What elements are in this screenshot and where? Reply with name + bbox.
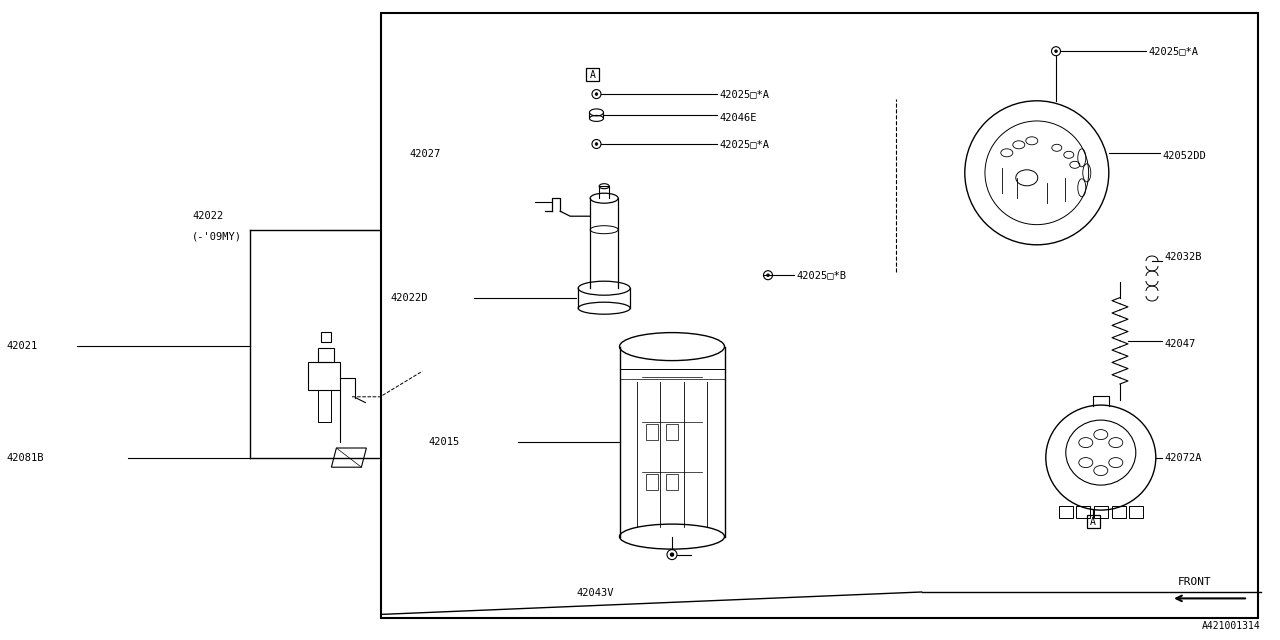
- Circle shape: [1055, 50, 1057, 52]
- Bar: [666, 474, 678, 490]
- Bar: [1059, 506, 1073, 518]
- Bar: [319, 348, 334, 362]
- Text: (-'09MY): (-'09MY): [192, 232, 242, 242]
- Circle shape: [595, 93, 598, 95]
- Text: 42025□*A: 42025□*A: [719, 139, 769, 149]
- Bar: [321, 332, 332, 342]
- Bar: [666, 424, 678, 440]
- Text: 42072A: 42072A: [1165, 452, 1202, 463]
- Circle shape: [595, 143, 598, 145]
- Bar: [1129, 506, 1143, 518]
- Text: 42025□*A: 42025□*A: [1148, 46, 1198, 56]
- Text: 42022: 42022: [192, 211, 223, 221]
- Text: 42047: 42047: [1165, 339, 1196, 349]
- Bar: [381, 13, 1258, 618]
- Text: FRONT: FRONT: [1178, 577, 1211, 588]
- Text: 42046E: 42046E: [719, 113, 756, 124]
- Text: 42025□*A: 42025□*A: [719, 89, 769, 99]
- Text: 42043V: 42043V: [576, 588, 613, 598]
- Bar: [1087, 515, 1100, 528]
- Text: 42027: 42027: [410, 148, 440, 159]
- Text: 42025□*B: 42025□*B: [796, 270, 846, 280]
- Bar: [646, 474, 658, 490]
- Text: 42015: 42015: [429, 436, 460, 447]
- Bar: [646, 424, 658, 440]
- Circle shape: [671, 553, 673, 556]
- Text: A: A: [590, 70, 595, 80]
- Text: 42022D: 42022D: [390, 292, 428, 303]
- Text: 42052DD: 42052DD: [1162, 150, 1206, 161]
- Text: A421001314: A421001314: [1202, 621, 1261, 631]
- Bar: [1094, 506, 1107, 518]
- Text: 42032B: 42032B: [1165, 252, 1202, 262]
- Text: 42081B: 42081B: [6, 452, 44, 463]
- Bar: [1075, 506, 1089, 518]
- Bar: [1112, 506, 1126, 518]
- Text: A: A: [1091, 516, 1096, 527]
- Circle shape: [767, 274, 769, 276]
- Text: 42021: 42021: [6, 340, 37, 351]
- Bar: [586, 68, 599, 81]
